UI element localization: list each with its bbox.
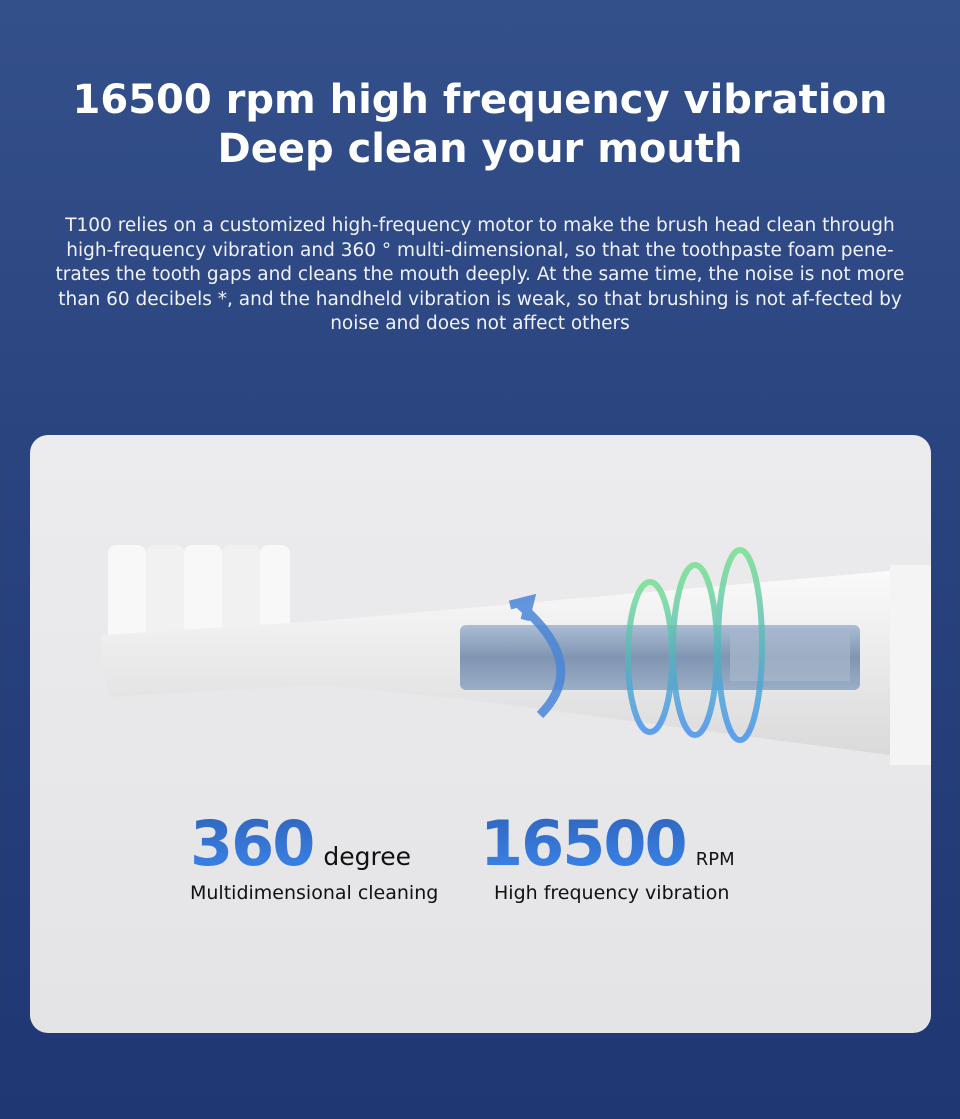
stat-caption: Multidimensional cleaning	[190, 882, 439, 904]
stat-unit: degree	[323, 842, 412, 871]
title-line-2: Deep clean your mouth	[217, 126, 743, 172]
title-line-1: 16500 rpm high frequency vibration	[72, 77, 888, 123]
stat-rpm: 16500 RPM High frequency vibration	[480, 807, 735, 904]
stat-unit: RPM	[695, 849, 735, 870]
vibration-waves-icon	[625, 547, 765, 743]
stat-rotation: 360 degree Multidimensional cleaning	[190, 807, 438, 904]
description: T100 relies on a customized high-frequen…	[55, 215, 905, 334]
stat-value: 16500	[480, 807, 688, 880]
product-card: 360 degree Multidimensional cleaning 1650…	[30, 435, 931, 1033]
page-title: 16500 rpm high frequency vibration Deep …	[0, 76, 960, 174]
rotation-arrows-icon	[508, 593, 566, 719]
toothbrush-illustration	[101, 545, 931, 765]
stat-caption: High frequency vibration	[494, 882, 730, 904]
stat-value: 360	[190, 807, 315, 880]
